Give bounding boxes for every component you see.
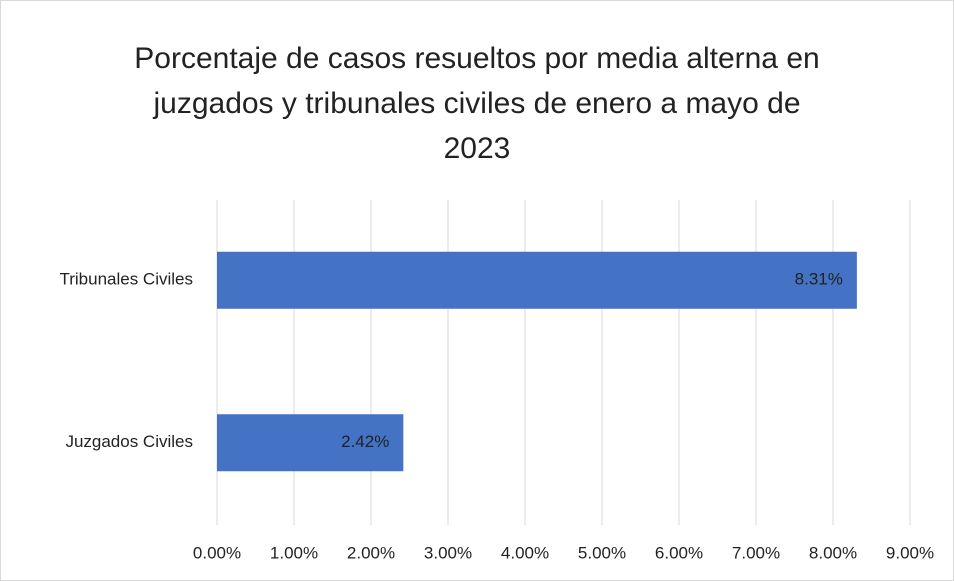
chart-title: Porcentaje de casos resueltos por media … [134,42,820,165]
bar [217,414,404,472]
x-tick-label: 4.00% [501,543,549,562]
x-tick-label: 5.00% [578,543,626,562]
y-tick-label: Juzgados Civiles [65,432,193,451]
x-tick-label: 7.00% [732,543,780,562]
bar [217,251,857,309]
x-tick-label: 9.00% [886,543,934,562]
y-tick-label: Tribunales Civiles [59,270,193,289]
x-tick-label: 8.00% [809,543,857,562]
data-label: 2.42% [341,432,389,451]
x-tick-label: 1.00% [270,543,318,562]
x-tick-label: 3.00% [424,543,472,562]
x-tick-label: 6.00% [655,543,703,562]
data-label: 8.31% [795,270,843,289]
x-tick-label: 2.00% [347,543,395,562]
x-tick-label: 0.00% [193,543,241,562]
